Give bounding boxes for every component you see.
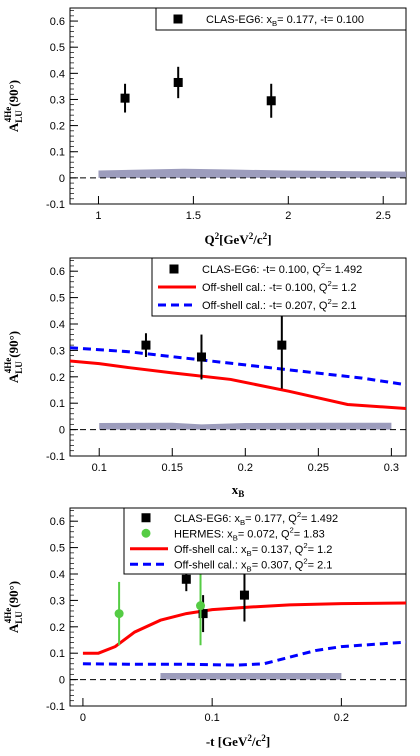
legend-entry: CLAS-EG6: xB​= 0.177, Q2​= 1.492 xyxy=(174,510,338,527)
chart-panel-1: -0.1 0 0.1 0.2 0.3 0.4 0.5 0.6 1 1.5 2 2.5 ALU4He(90… xyxy=(3,7,407,247)
y-tick-label: 0.4 xyxy=(50,68,65,80)
y-tick-label: 0.3 xyxy=(50,94,65,106)
y-tick-label: 0.1 xyxy=(50,648,65,660)
legend-entry: Off-shell cal.: xB​= 0.137, Q2​= 1.2 xyxy=(174,541,332,558)
y-tick-label: 0.1 xyxy=(50,147,65,159)
y-tick-label: 0.3 xyxy=(50,595,65,607)
y-tick-label: -0.1 xyxy=(46,701,65,713)
x-tick-label: 0.25 xyxy=(308,462,329,474)
legend-marker xyxy=(141,528,151,538)
y-tick-label: 0.2 xyxy=(50,622,65,634)
legend-entry: Off-shell cal.: -t= 0.100, Q2​= 1.2 xyxy=(202,279,357,294)
data-point xyxy=(239,590,249,600)
legend-entry: Off-shell cal.: -t= 0.207, Q2​= 2.1 xyxy=(202,297,357,312)
x-tick-label: 0.2 xyxy=(334,712,349,724)
data-point xyxy=(114,609,124,619)
data-point xyxy=(196,352,206,362)
y-tick-label: 0.2 xyxy=(50,372,65,384)
data-point xyxy=(196,601,206,611)
y-tick-label: 0 xyxy=(59,675,65,687)
y-tick-label: 0.1 xyxy=(50,398,65,410)
legend: CLAS-EG6: xB​= 0.177, Q2​= 1.492HERMES: … xyxy=(123,507,407,575)
y-tick-label: 0.4 xyxy=(50,569,65,581)
y-tick-label: 0.6 xyxy=(50,16,65,28)
x-tick-label: 0.1 xyxy=(205,712,220,724)
x-tick-label: 0.2 xyxy=(238,462,253,474)
series-line-2 xyxy=(70,359,406,410)
x-tick-label: 0 xyxy=(80,712,86,724)
x-tick-label: 0.1 xyxy=(92,462,107,474)
y-tick-label: 0 xyxy=(59,173,65,185)
data-point xyxy=(173,77,183,87)
plot-area xyxy=(70,66,406,179)
x-axis-title: -t [GeV2​/c2​] xyxy=(206,733,270,749)
x-axis-title: Q2​[GeV2​/c2​] xyxy=(204,231,271,247)
x-tick-label: 0.15 xyxy=(162,462,183,474)
legend-entry: CLAS-EG6: xB​= 0.177, -t= 0.100 xyxy=(206,14,364,28)
legend-box xyxy=(155,7,407,31)
y-tick-label: 0.2 xyxy=(50,121,65,133)
legend-entry: HERMES: xB​= 0.072, Q2​= 1.83 xyxy=(174,525,325,542)
legend: CLAS-EG6: xB​= 0.177, -t= 0.100 xyxy=(155,7,407,31)
y-tick-label: 0.3 xyxy=(50,345,65,357)
y-axis-title: ALU4He(90°) xyxy=(3,331,24,383)
x-tick-label: 2.5 xyxy=(376,210,391,222)
legend-entry: Off-shell cal.: xB​= 0.307, Q2​= 2.1 xyxy=(174,556,332,573)
legend-marker xyxy=(141,513,151,523)
legend-marker xyxy=(169,264,179,274)
data-point xyxy=(266,96,276,106)
data-point xyxy=(120,93,130,103)
legend: CLAS-EG6: -t= 0.100, Q2​= 1.492 Off-shell… xyxy=(151,257,407,317)
series-line-3 xyxy=(82,601,406,655)
plot-area xyxy=(70,301,406,431)
y-tick-label: 0.6 xyxy=(50,516,65,528)
y-tick-label: -0.1 xyxy=(46,199,65,211)
legend-marker xyxy=(173,14,183,24)
x-tick-label: 0.3 xyxy=(384,462,399,474)
series-line-4 xyxy=(82,640,406,667)
data-point xyxy=(181,574,191,584)
plot-area xyxy=(70,566,406,681)
y-axis-title: ALU4He(90°) xyxy=(3,581,24,633)
y-tick-label: 0.4 xyxy=(50,319,65,331)
legend-entry: CLAS-EG6: -t= 0.100, Q2​= 1.492 xyxy=(202,261,362,276)
x-tick-label: 1.5 xyxy=(186,210,201,222)
data-point xyxy=(198,609,208,619)
x-axis-title: xB​ xyxy=(232,482,245,499)
x-tick-label: 2 xyxy=(285,210,291,222)
y-tick-label: 0.6 xyxy=(50,266,65,278)
systematic-band xyxy=(99,422,392,430)
chart-panel-2: -0.1 0 0.1 0.2 0.3 0.4 0.5 0.6 0.1 0.15 0.2 0.25 0.3… xyxy=(3,257,407,499)
data-point xyxy=(141,340,151,350)
systematic-band xyxy=(160,673,342,680)
legend-box xyxy=(123,507,407,575)
y-axis-title: ALU4He(90°) xyxy=(3,80,24,132)
systematic-band xyxy=(98,168,406,178)
chart-panel-3: -0.1 0 0.1 0.2 0.3 0.4 0.5 0.6 0 0.1 0.2 ALU4He(90°… xyxy=(3,507,407,749)
series-line-3 xyxy=(70,346,406,387)
y-tick-label: 0.5 xyxy=(50,293,65,305)
y-tick-label: 0.5 xyxy=(50,543,65,555)
y-tick-label: 0.5 xyxy=(50,42,65,54)
x-tick-label: 1 xyxy=(95,210,101,222)
y-tick-label: 0 xyxy=(59,425,65,437)
data-point xyxy=(277,340,287,350)
y-tick-label: -0.1 xyxy=(46,451,65,463)
